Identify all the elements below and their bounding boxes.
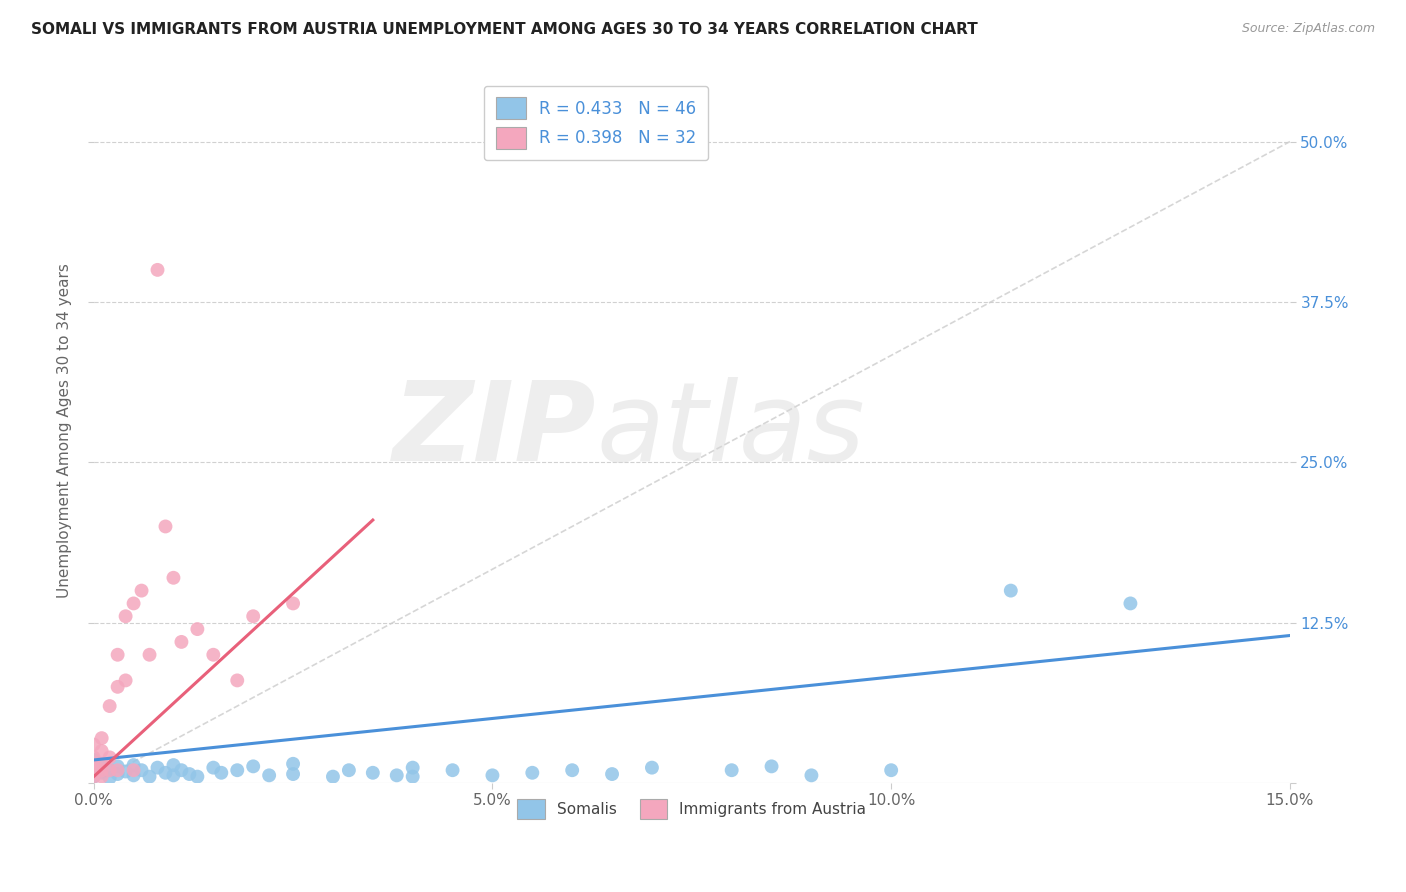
Point (242, 759, 264, 773)
Point (1119, 596, 1142, 610)
Point (800, 768, 823, 782)
Point (170, 763, 193, 777)
Point (162, 768, 184, 782)
Point (98, 771, 121, 785)
Point (90, 731, 112, 746)
Point (90, 744, 112, 758)
Point (98, 699, 121, 714)
Point (114, 673, 136, 688)
Point (720, 763, 742, 777)
Point (83, 761, 105, 775)
Point (107, 680, 129, 694)
Point (83, 753, 105, 767)
Point (122, 763, 145, 777)
Point (83, 750, 105, 764)
Point (122, 758, 145, 772)
Point (83, 761, 105, 775)
Point (202, 648, 225, 662)
Point (481, 768, 503, 782)
Point (146, 761, 169, 775)
Point (107, 759, 129, 773)
Point (90, 756, 112, 771)
Point (170, 635, 193, 649)
Point (131, 583, 153, 598)
Point (122, 596, 145, 610)
Point (281, 756, 304, 771)
Point (202, 761, 225, 775)
Point (385, 768, 408, 782)
Point (561, 763, 583, 777)
Point (98, 763, 121, 777)
Point (90, 765, 112, 780)
Point (322, 770, 344, 784)
Point (107, 648, 129, 662)
Point (114, 609, 136, 624)
Point (761, 759, 783, 773)
Point (641, 761, 664, 775)
Point (361, 765, 384, 780)
Point (138, 770, 160, 784)
Point (880, 763, 903, 777)
Point (98, 763, 121, 777)
Point (90, 763, 112, 777)
Point (90, 770, 112, 784)
Point (186, 622, 208, 636)
Text: atlas: atlas (596, 376, 865, 483)
Point (337, 763, 360, 777)
Point (441, 763, 464, 777)
Point (281, 767, 304, 781)
Point (186, 770, 208, 784)
Point (114, 764, 136, 779)
Point (155, 519, 177, 533)
Point (522, 765, 544, 780)
Point (179, 767, 201, 781)
Point (83, 738, 105, 752)
Point (226, 763, 249, 777)
Point (600, 767, 623, 781)
Text: SOMALI VS IMMIGRANTS FROM AUSTRIA UNEMPLOYMENT AMONG AGES 30 TO 34 YEARS CORRELA: SOMALI VS IMMIGRANTS FROM AUSTRIA UNEMPL… (31, 22, 977, 37)
Point (1000, 583, 1022, 598)
Legend: Somalis, Immigrants from Austria: Somalis, Immigrants from Austria (510, 793, 873, 825)
Point (226, 673, 249, 688)
Point (83, 765, 105, 780)
Point (98, 750, 121, 764)
Point (131, 763, 153, 777)
Point (90, 756, 112, 771)
Point (281, 596, 304, 610)
Point (209, 765, 232, 780)
Point (83, 770, 105, 784)
Point (155, 765, 177, 780)
Y-axis label: Unemployment Among Ages 30 to 34 years: Unemployment Among Ages 30 to 34 years (58, 263, 72, 598)
Point (146, 263, 169, 277)
Point (83, 770, 105, 784)
Point (138, 648, 160, 662)
Point (107, 763, 129, 777)
Point (107, 767, 129, 781)
Point (83, 756, 105, 771)
Text: Source: ZipAtlas.com: Source: ZipAtlas.com (1241, 22, 1375, 36)
Point (257, 768, 280, 782)
Point (122, 768, 145, 782)
Point (242, 609, 264, 624)
Point (402, 770, 425, 784)
Point (162, 571, 184, 585)
Text: ZIP: ZIP (392, 376, 596, 483)
Point (162, 758, 184, 772)
Point (402, 761, 425, 775)
